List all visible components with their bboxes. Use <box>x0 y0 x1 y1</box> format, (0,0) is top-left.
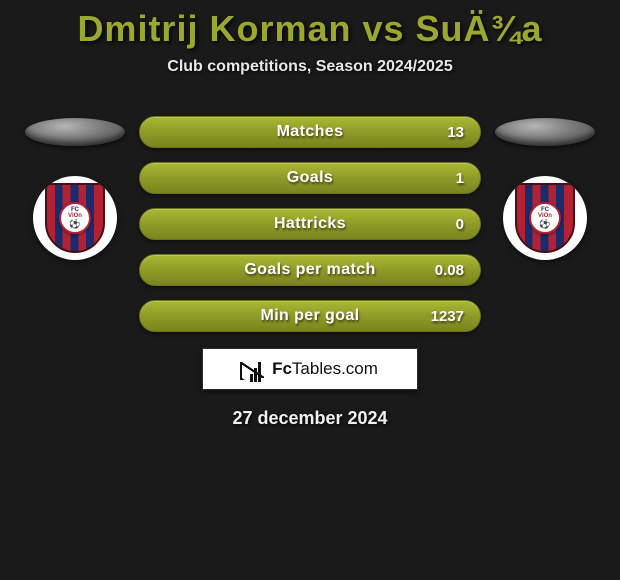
stat-value: 13 <box>447 124 464 141</box>
right-column: FC ViOn ⚽ <box>495 116 595 260</box>
left-oval-placeholder <box>25 118 125 146</box>
stats-column: Matches 13 Goals 1 Hattricks 0 Goals per… <box>139 116 481 332</box>
stat-row-matches: Matches 13 <box>139 116 481 148</box>
brand-text: FcTables.com <box>272 359 378 379</box>
stat-row-goals: Goals 1 <box>139 162 481 194</box>
brand-watermark: FcTables.com <box>202 348 418 390</box>
stat-row-min-per-goal: Min per goal 1237 <box>139 300 481 332</box>
left-team-logo: FC ViOn ⚽ <box>33 176 117 260</box>
stat-label: Hattricks <box>274 215 346 233</box>
root-container: Dmitrij Korman vs SuÄ¾a Club competition… <box>0 0 620 429</box>
left-shield-icon: FC ViOn ⚽ <box>45 183 105 253</box>
main-area: FC ViOn ⚽ Matches 13 Goals 1 Hattricks <box>0 116 620 332</box>
stat-label: Min per goal <box>260 307 359 325</box>
stat-value: 1237 <box>431 308 464 325</box>
soccer-ball-icon: ⚽ <box>69 220 80 229</box>
bars-chart-icon <box>242 356 268 382</box>
stat-label: Goals per match <box>244 261 375 279</box>
stat-label: Goals <box>287 169 333 187</box>
left-shield-ball-icon: FC ViOn ⚽ <box>59 202 91 234</box>
right-oval-placeholder <box>495 118 595 146</box>
right-shield-ball-icon: FC ViOn ⚽ <box>529 202 561 234</box>
left-logo-circle: FC ViOn ⚽ <box>33 176 117 260</box>
page-subtitle: Club competitions, Season 2024/2025 <box>167 58 452 76</box>
soccer-ball-icon: ⚽ <box>539 220 550 229</box>
brand-suffix: Tables.com <box>292 359 378 378</box>
date-label: 27 december 2024 <box>232 408 387 429</box>
stat-row-hattricks: Hattricks 0 <box>139 208 481 240</box>
page-title: Dmitrij Korman vs SuÄ¾a <box>77 8 542 50</box>
left-column: FC ViOn ⚽ <box>25 116 125 260</box>
stat-value: 1 <box>456 170 464 187</box>
stat-value: 0.08 <box>435 262 464 279</box>
stat-row-goals-per-match: Goals per match 0.08 <box>139 254 481 286</box>
right-logo-circle: FC ViOn ⚽ <box>503 176 587 260</box>
stat-label: Matches <box>277 123 344 141</box>
brand-prefix: Fc <box>272 359 292 378</box>
stat-value: 0 <box>456 216 464 233</box>
right-shield-icon: FC ViOn ⚽ <box>515 183 575 253</box>
right-team-logo: FC ViOn ⚽ <box>503 176 587 260</box>
